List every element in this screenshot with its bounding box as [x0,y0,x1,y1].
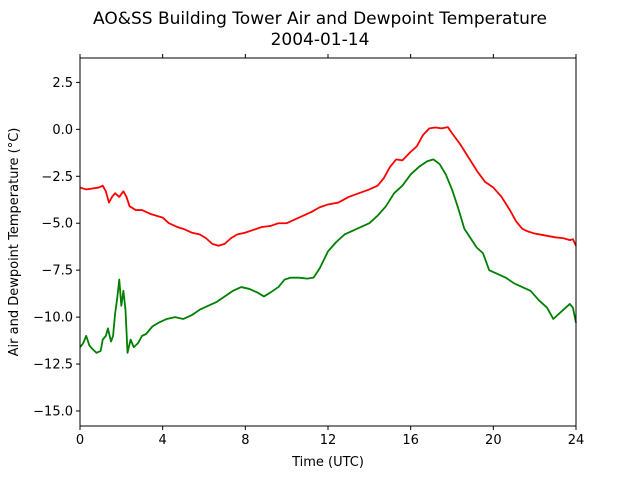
x-tick-label: 24 [568,433,585,448]
plot-frame [79,57,577,427]
y-tick-label: −5.0 [41,217,73,232]
x-tick-label: 4 [159,433,167,448]
y-tick-label: −10.0 [33,311,73,326]
chart-subtitle: 2004-01-14 [271,30,370,50]
y-tick-label: −12.5 [33,358,73,373]
x-tick-label: 8 [241,433,249,448]
chart-title: AO&SS Building Tower Air and Dewpoint Te… [93,9,547,29]
ticks-layer: 0 4 8 12 16 20 24 2.5 0.0 −2.5 −5.0 −7.5 −10.0 −12.5 −… [33,54,584,448]
y-tick-label: −7.5 [41,264,73,279]
y-axis-label: Air and Dewpoint Temperature (°C) [7,128,22,357]
y-tick-label: 2.5 [52,76,73,91]
series-layer [79,126,577,354]
y-tick-label: −15.0 [33,404,73,419]
x-tick-label: 16 [402,433,419,448]
x-tick-label: 12 [320,433,337,448]
series-line-0 [79,126,577,247]
x-tick-label: 20 [485,433,502,448]
y-tick-label: 0.0 [52,123,73,138]
y-tick-label: −2.5 [41,170,73,185]
series-line-1 [79,158,577,354]
x-tick-label: 0 [76,433,84,448]
x-axis-label: Time (UTC) [291,455,364,470]
